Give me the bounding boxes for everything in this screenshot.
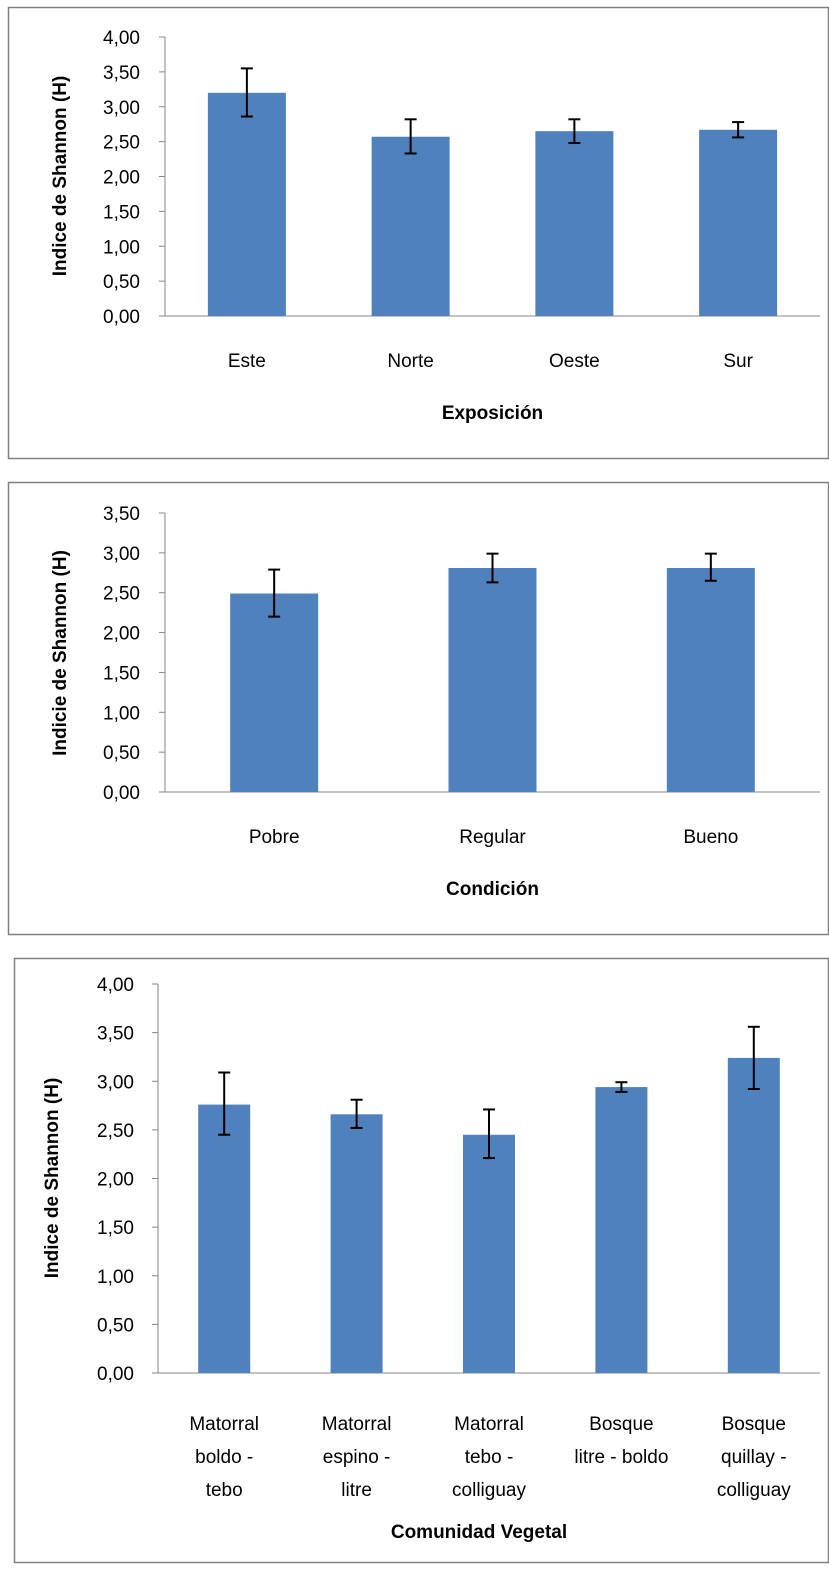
x-category-label: Bosque litre - boldo xyxy=(574,1414,668,1468)
y-axis-title: Indice de Shannon (H) xyxy=(50,76,71,277)
y-tick-label: 4,00 xyxy=(97,975,134,996)
y-tick-label: 1,50 xyxy=(103,663,140,684)
x-category-label: Norte xyxy=(387,351,433,372)
x-category-label: Pobre xyxy=(249,827,300,848)
x-axis-title: Comunidad Vegetal xyxy=(391,1522,567,1543)
bar xyxy=(448,568,537,792)
y-tick-label: 0,00 xyxy=(103,307,140,328)
bar xyxy=(330,1114,383,1373)
bar xyxy=(595,1087,648,1373)
x-category-label: Oeste xyxy=(549,351,600,372)
bar xyxy=(699,129,778,316)
y-tick-label: 3,00 xyxy=(103,98,140,119)
chart-condicion: 0,00 0,50 1,00 1,50 2,00 2,50 3,00 3,50 Pobre Reg… xyxy=(7,481,829,936)
y-tick-label: 3,00 xyxy=(103,544,140,565)
bar xyxy=(198,1104,251,1373)
y-tick-label: 3,50 xyxy=(103,504,140,525)
y-axis-title: Indicie de Shannon (H) xyxy=(50,550,71,756)
x-axis-title: Exposición xyxy=(442,403,543,424)
y-tick-label: 3,50 xyxy=(97,1024,134,1045)
y-tick-label: 1,00 xyxy=(103,703,140,724)
x-axis-title: Condición xyxy=(446,879,539,900)
y-tick-label: 0,00 xyxy=(103,783,140,804)
x-category-label: Este xyxy=(228,351,266,372)
bar xyxy=(371,136,450,316)
y-tick-label: 4,00 xyxy=(103,28,140,49)
y-tick-label: 2,50 xyxy=(97,1121,134,1142)
x-category-label: Matorral espino -litre xyxy=(322,1414,392,1501)
y-tick-label: 2,00 xyxy=(97,1170,134,1191)
chart-frame xyxy=(13,957,829,1564)
y-tick-label: 1,00 xyxy=(103,237,140,258)
bar xyxy=(666,568,755,792)
x-category-label: Matorral boldo -tebo xyxy=(189,1414,259,1501)
x-category-label: Regular xyxy=(459,827,526,848)
y-tick-label: 0,50 xyxy=(103,743,140,764)
y-axis-title: Indice de Shannon (H) xyxy=(42,1078,63,1279)
x-category-label: Matorral tebo -colliguay xyxy=(452,1414,526,1501)
bar xyxy=(535,131,614,316)
y-tick-label: 2,00 xyxy=(103,168,140,189)
y-tick-label: 0,00 xyxy=(97,1364,134,1385)
x-category-label: Bueno xyxy=(683,827,738,848)
y-tick-label: 1,00 xyxy=(97,1267,134,1288)
bar xyxy=(207,92,286,316)
y-tick-label: 2,50 xyxy=(103,584,140,605)
x-category-label: Bosque quillay -colliguay xyxy=(717,1414,791,1501)
y-tick-label: 1,50 xyxy=(97,1218,134,1239)
chart-comunidad-vegetal: 0,00 0,50 1,00 1,50 2,00 2,50 3,00 3,50 4,00 Mato… xyxy=(13,957,829,1564)
chart-exposicion: 0,00 0,50 1,00 1,50 2,00 2,50 3,00 3,50 4,00 Este… xyxy=(7,6,829,460)
bar xyxy=(727,1057,780,1373)
y-tick-label: 0,50 xyxy=(97,1315,134,1336)
x-category-label: Sur xyxy=(723,351,753,372)
y-tick-label: 2,00 xyxy=(103,624,140,645)
bar xyxy=(230,593,319,792)
y-tick-label: 2,50 xyxy=(103,133,140,154)
bar xyxy=(463,1134,515,1373)
y-tick-label: 1,50 xyxy=(103,202,140,223)
y-tick-label: 0,50 xyxy=(103,272,140,293)
y-tick-label: 3,00 xyxy=(97,1072,134,1093)
y-tick-label: 3,50 xyxy=(103,63,140,84)
